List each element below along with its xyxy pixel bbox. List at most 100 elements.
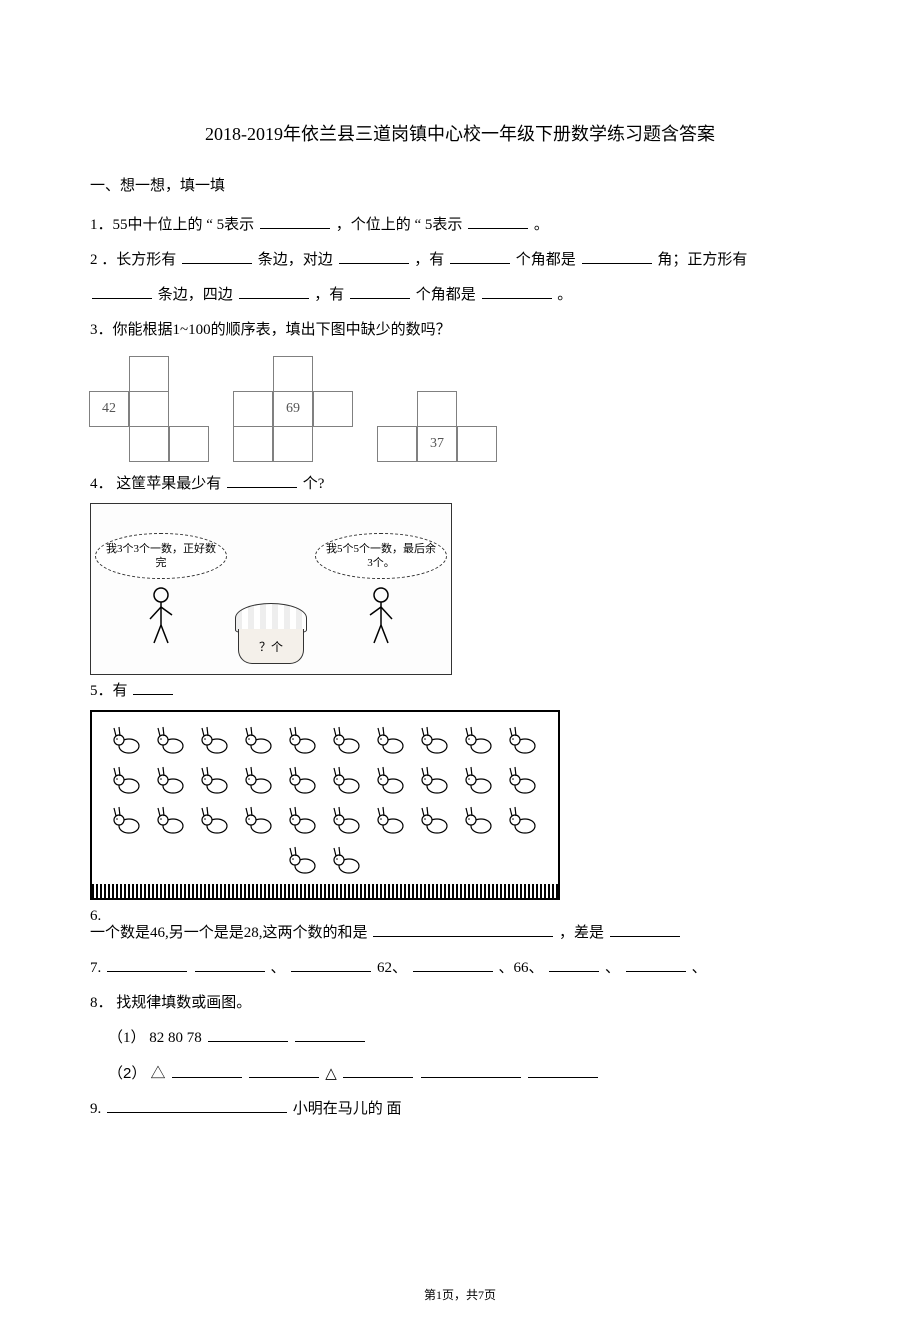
blank [107,1097,287,1113]
blank [133,679,173,695]
page-title: 2018-2019年依兰县三道岗镇中心校一年级下册数学练习题含答案 [90,120,830,146]
speech-bubble-right: 我5个5个一数，最后余3个。 [315,533,447,580]
rabbit-icon [153,762,189,798]
q7-text-f: 、 [692,960,707,976]
page-footer: 第1页，共7页 [90,1286,830,1303]
q9-text-a: 9. [90,1101,105,1117]
speech-bubble-left: 我3个3个一数，正好数完 [95,533,227,580]
rabbit-icon [373,722,409,758]
q7-text-d: 、66、 [499,960,544,976]
number-grids: 42 69 37 [90,353,830,462]
rabbit-icon [153,802,189,838]
blank [249,1062,319,1078]
q4-text-a: 4． 这筐苹果最少有 [90,476,225,492]
question-4: 4． 这筐苹果最少有 个? [90,468,830,501]
blank [339,248,409,264]
blank [107,956,187,972]
rabbit-icon [285,762,321,798]
q2-text-e: 角；正方形有 [657,252,747,268]
question-3: 3．你能根据1~100的顺序表，填出下图中缺少的数吗？ [90,314,830,347]
rabbit-icon [109,722,145,758]
question-7: 7. 、 62、 、66、 、 、 [90,952,830,985]
rabbit-icon [241,762,277,798]
question-6: 一个数是46,另一个是是28,这两个数的和是 ，差是 [90,917,830,950]
blank [549,956,599,972]
q6-text-c: ，差是 [559,925,608,941]
blank [626,956,686,972]
q5-text: 5．有 [90,683,128,699]
rabbit-icon [461,762,497,798]
rabbit-icon [417,802,453,838]
q7-text-a: 7. [90,960,105,976]
apple-illustration: 我3个3个一数，正好数完 ？个 我5个5个一数，最后余3个。 [90,503,452,675]
q1-text-d: “ 5表示 [414,217,466,233]
rabbit-icon [197,722,233,758]
blank [528,1062,598,1078]
rabbit-icon [241,722,277,758]
q7-text-c: 62、 [377,960,407,976]
blank [343,1062,413,1078]
question-8-2: （2） △ △ [90,1057,830,1091]
grid-b-value: 69 [273,391,313,427]
rabbit-icon [285,802,321,838]
grid-c-value: 37 [417,426,457,462]
section-heading: 一、想一想，填一填 [90,174,830,195]
blank [482,283,552,299]
question-9: 9. 小明在马儿的 面 [90,1093,830,1126]
blank [172,1062,242,1078]
blank [450,248,510,264]
q2-text-a: 2 ．长方形有 [90,252,176,268]
rabbit-icon [109,762,145,798]
q6-text-b: 一个数是46,另一个是是28,这两个数的和是 [90,925,371,941]
q9-text-b: 小明在马儿的 面 [293,1101,402,1117]
rabbit-icon [505,722,541,758]
q1-text-e: 。 [534,217,549,233]
rabbit-icon [461,722,497,758]
rabbit-icon [197,802,233,838]
blank [468,213,528,229]
blank [350,283,410,299]
person-left: 我3个3个一数，正好数完 [95,533,227,646]
rabbit-icon [505,802,541,838]
blank [295,1026,365,1042]
basket-label: ？个 [238,629,304,664]
rabbit-icon [241,802,277,838]
grid-a-value: 42 [89,391,129,427]
person-right: 我5个5个一数，最后余3个。 [315,533,447,646]
blank [208,1026,288,1042]
blank [227,472,297,488]
blank [291,956,371,972]
blank [260,213,330,229]
q1-text-c: ，个位上的 [336,217,415,233]
q8-2-text-b: △ [325,1065,341,1082]
rabbit-icon [417,722,453,758]
rabbit-icon [461,802,497,838]
rabbit-icon [373,762,409,798]
blank [239,283,309,299]
q2-text-h: 个角都是 [416,287,476,303]
question-8: 8． 找规律填数或画图。 [90,987,830,1020]
rabbit-icon [329,842,365,878]
q2-text-d: 个角都是 [516,252,576,268]
q2-text-f: 条边，四边 [158,287,233,303]
q2-text-i: 。 [557,287,572,303]
rabbit-icon [329,762,365,798]
blank [182,248,252,264]
q2-text-g: ，有 [314,287,344,303]
question-5: 5．有 [90,675,830,708]
rabbit-icon [153,722,189,758]
rabbits-illustration [90,710,560,900]
grid-c: 37 [378,392,498,462]
blank [92,283,152,299]
rabbit-icon [329,722,365,758]
child-left-icon [144,585,178,645]
question-2: 2 ．长方形有 条边，对边 ，有 个角都是 角；正方形有 [90,244,830,277]
apple-basket: ？个 [235,603,307,664]
question-1: 1．55中十位上的 “ 5表示 ，个位上的 “ 5表示 。 [90,209,830,242]
q1-text-b: “ 5表示 [206,217,258,233]
blank [582,248,652,264]
rabbit-icon [197,762,233,798]
blank [195,956,265,972]
child-right-icon [364,585,398,645]
rabbit-icon [329,802,365,838]
